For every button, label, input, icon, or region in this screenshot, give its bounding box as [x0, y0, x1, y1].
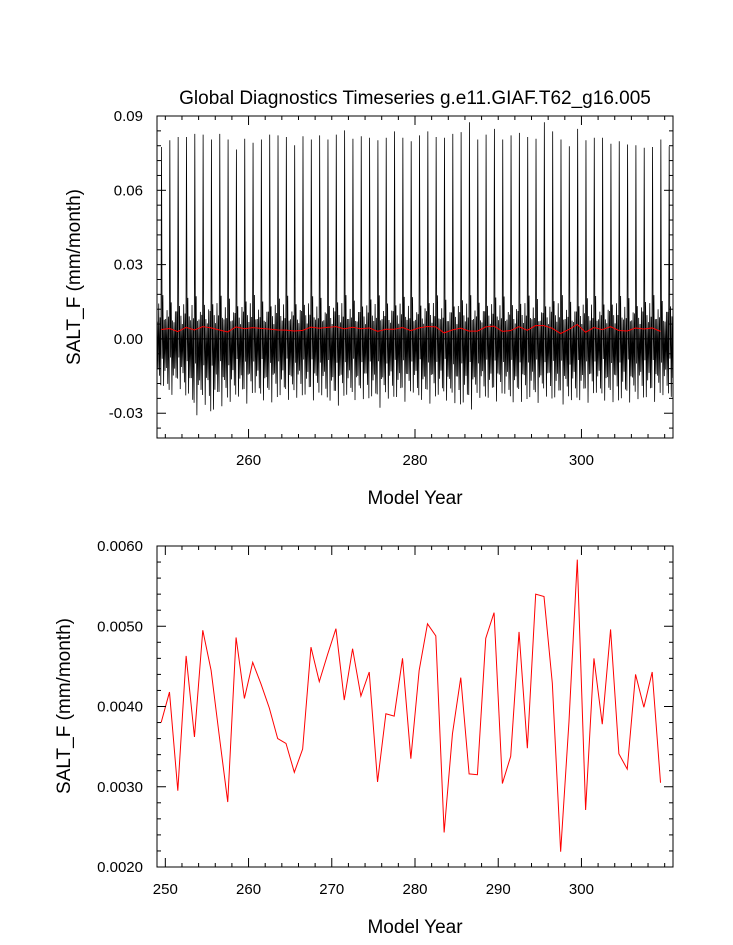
- y-tick-label: 0.06: [114, 182, 143, 199]
- y-tick-label: 0.00: [114, 331, 143, 348]
- x-tick-label: 280: [402, 881, 427, 898]
- x-tick-label: 300: [569, 881, 594, 898]
- x-tick-label: 270: [319, 881, 344, 898]
- y-tick-label: 0.03: [114, 257, 143, 274]
- x-tick-label: 290: [486, 881, 511, 898]
- bottom-plot: 250 260 270 280 290 300 0.0020 0.0030 0.0040 0.00…: [54, 538, 674, 938]
- bottom-x-axis-label: Model Year: [367, 917, 463, 938]
- y-tick-label: -0.03: [109, 405, 143, 422]
- x-tick-label: 280: [402, 452, 427, 469]
- monthly-series-line: [156, 122, 674, 416]
- top-plot-frame: [156, 115, 674, 439]
- bottom-plot-frame: [156, 545, 674, 868]
- x-tick-label: 300: [569, 452, 594, 469]
- y-tick-label: 0.0050: [97, 618, 143, 635]
- annual-mean-series-line: [160, 559, 662, 852]
- annual-mean-series-line: [161, 323, 661, 335]
- y-tick-label: 0.09: [114, 108, 143, 125]
- y-tick-label: 0.0040: [97, 699, 143, 716]
- top-x-axis-label: Model Year: [367, 488, 463, 509]
- x-tick-label: 260: [236, 881, 261, 898]
- x-tick-label: 250: [153, 881, 178, 898]
- y-tick-label: 0.0060: [97, 538, 143, 555]
- y-tick-label: 0.0030: [97, 779, 143, 796]
- top-chart-title: Global Diagnostics Timeseries g.e11.GIAF…: [179, 88, 651, 109]
- y-tick-label: 0.0020: [97, 859, 143, 876]
- top-plot: Global Diagnostics Timeseries g.e11.GIAF…: [64, 88, 674, 509]
- x-tick-label: 260: [236, 452, 261, 469]
- bottom-y-axis-label: SALT_F (mm/month): [54, 618, 75, 794]
- top-y-axis-label: SALT_F (mm/month): [64, 189, 85, 365]
